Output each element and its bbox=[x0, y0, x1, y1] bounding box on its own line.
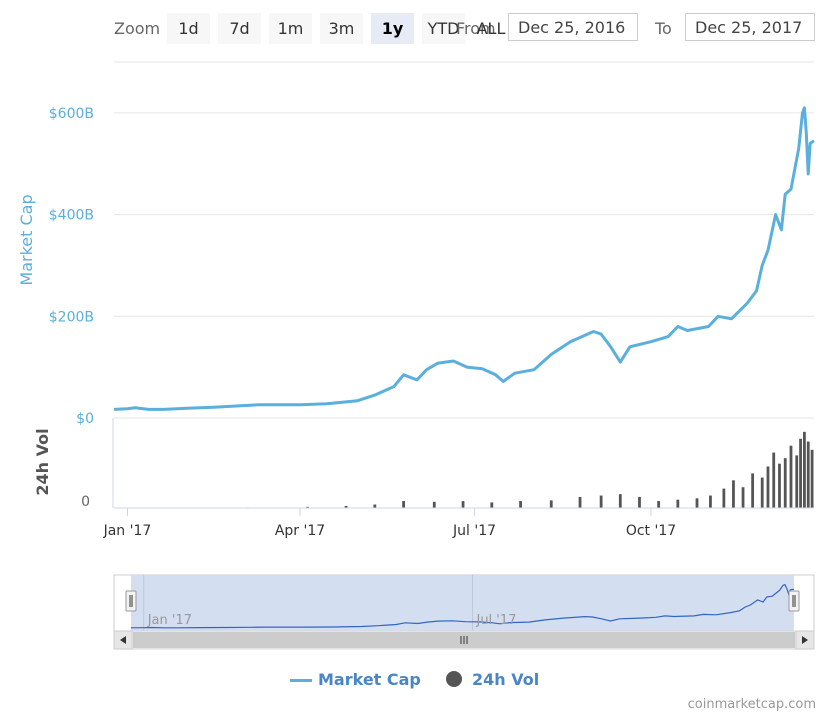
x-tick-label: Oct '17 bbox=[626, 523, 676, 539]
x-tick-label: Apr '17 bbox=[275, 523, 325, 539]
legend-label-market-cap: Market Cap bbox=[318, 670, 421, 689]
volume-bar bbox=[599, 495, 603, 508]
volume-bar bbox=[806, 441, 810, 508]
volume-bar bbox=[778, 463, 781, 508]
to-date-input[interactable] bbox=[685, 13, 815, 41]
volume-bar bbox=[461, 501, 465, 508]
x-tick-label: Jan '17 bbox=[103, 523, 152, 539]
navigator-label: Jul '17 bbox=[475, 613, 516, 628]
volume-axis-label: 24h Vol bbox=[33, 428, 52, 495]
arrow-right-icon bbox=[802, 636, 808, 644]
navigator-series-line bbox=[130, 583, 795, 629]
y-tick-label: $600B bbox=[49, 106, 94, 122]
volume-bar bbox=[676, 499, 680, 508]
zoom-all-button[interactable]: ALL bbox=[473, 13, 509, 44]
volume-bar bbox=[732, 480, 735, 508]
volume-bar bbox=[618, 494, 622, 508]
line-swatch-icon bbox=[290, 679, 312, 682]
zoom-ytd-button[interactable]: YTD bbox=[422, 13, 465, 44]
volume-bar bbox=[772, 452, 776, 508]
from-label: From bbox=[456, 19, 496, 38]
volume-bar bbox=[783, 458, 787, 508]
zoom-3m-button[interactable]: 3m bbox=[320, 13, 363, 44]
zoom-7d-button[interactable]: 7d bbox=[218, 13, 261, 44]
volume-bar bbox=[695, 498, 699, 508]
volume-bar bbox=[803, 431, 806, 508]
navigator-label: Jan '17 bbox=[147, 613, 192, 628]
volume-bar bbox=[709, 495, 712, 508]
market-cap-chart: $0 $200B $400B $600B Market Cap 24h Vol 0 J… bbox=[17, 61, 815, 650]
credits-link[interactable]: coinmarketcap.com bbox=[687, 697, 816, 712]
legend-label-volume: 24h Vol bbox=[472, 670, 540, 689]
grid-lines bbox=[114, 112, 814, 419]
from-date-input[interactable] bbox=[508, 13, 638, 41]
zoom-1d-button[interactable]: 1d bbox=[167, 13, 210, 44]
zoom-1m-button[interactable]: 1m bbox=[269, 13, 312, 44]
to-label: To bbox=[655, 19, 672, 38]
volume-zero-tick: 0 bbox=[81, 494, 90, 510]
volume-bar bbox=[657, 501, 661, 508]
volume-bar bbox=[578, 496, 582, 508]
volume-bars bbox=[133, 431, 814, 508]
legend-item-market-cap[interactable]: Market Cap bbox=[290, 670, 421, 689]
circle-swatch-icon bbox=[446, 671, 462, 687]
volume-bar bbox=[741, 487, 745, 508]
volume-bar bbox=[751, 473, 755, 508]
volume-bar bbox=[766, 466, 770, 508]
volume-bar bbox=[402, 501, 405, 508]
volume-bar bbox=[638, 496, 641, 508]
legend-item-volume[interactable]: 24h Vol bbox=[446, 670, 539, 689]
zoom-1y-button[interactable]: 1y bbox=[371, 13, 414, 44]
volume-bar bbox=[519, 501, 522, 508]
volume-bar bbox=[344, 505, 348, 508]
scrollbar[interactable] bbox=[113, 630, 815, 650]
volume-bar bbox=[760, 477, 764, 508]
volume-bar bbox=[789, 445, 793, 508]
volume-bar bbox=[549, 500, 553, 508]
x-axis-ticks: Jan '17 Apr '17 Jul '17 Oct '17 bbox=[103, 508, 676, 539]
navigator-left-handle[interactable] bbox=[125, 590, 137, 612]
volume-bar bbox=[373, 504, 377, 508]
y-tick-label: $400B bbox=[49, 208, 94, 224]
zoom-label: Zoom bbox=[114, 19, 161, 38]
y-axis-label: Market Cap bbox=[17, 194, 36, 285]
arrow-left-icon bbox=[120, 636, 126, 644]
range-selector: Zoom 1d 7d 1m 3m 1y YTD From ALL To bbox=[0, 0, 828, 56]
navigator[interactable]: Jan '17 Jul '17 bbox=[113, 574, 815, 632]
navigator-labels: Jan '17 Jul '17 bbox=[147, 613, 517, 628]
volume-bar bbox=[306, 506, 310, 508]
volume-bar bbox=[432, 501, 436, 508]
volume-bar bbox=[490, 502, 494, 508]
y-tick-label: $200B bbox=[49, 309, 94, 325]
y-tick-label: $0 bbox=[76, 411, 94, 427]
chart-legend: Market Cap 24h Vol bbox=[0, 670, 828, 694]
x-tick-label: Jul '17 bbox=[452, 523, 496, 539]
volume-bar bbox=[795, 455, 799, 508]
market-cap-line bbox=[113, 106, 815, 411]
navigator-right-handle[interactable] bbox=[788, 590, 800, 612]
navigator-selected-range[interactable] bbox=[131, 575, 794, 631]
volume-bar bbox=[810, 449, 814, 508]
volume-bar bbox=[722, 488, 726, 508]
y-axis-ticks: $0 $200B $400B $600B bbox=[49, 106, 94, 427]
volume-bar bbox=[799, 438, 802, 508]
